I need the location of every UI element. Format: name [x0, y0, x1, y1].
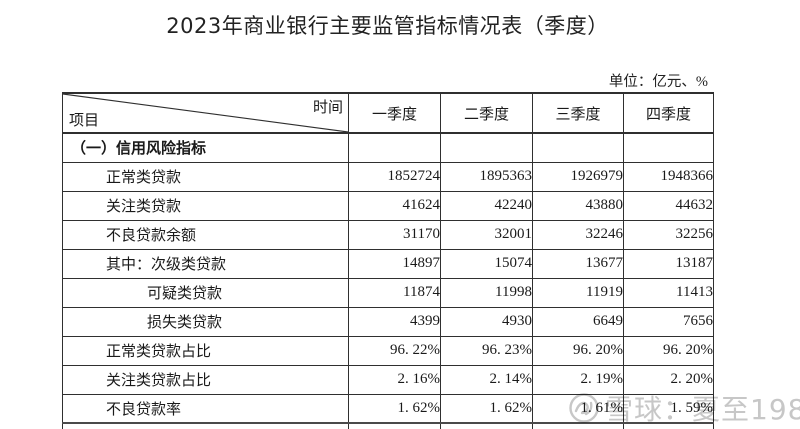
table-row: 不良贷款率 1. 62% 1. 62% 1. 61% 1. 59% [62, 393, 714, 424]
cell-value: 14897 [348, 248, 441, 279]
cell-value: 96. 20% [532, 335, 624, 366]
row-label: 正常类贷款占比 [62, 335, 349, 366]
cell-value [348, 132, 441, 163]
cell-value: 11998 [440, 277, 533, 308]
cell-value: 13187 [623, 248, 714, 279]
cell-value: 1. 62% [440, 393, 533, 424]
cell-value: 15074 [440, 248, 533, 279]
cell-value: 32256 [623, 219, 714, 250]
corner-cell: 时间 项目 [62, 92, 349, 134]
cell-value: 1948366 [623, 161, 714, 192]
cell-value [348, 422, 441, 429]
section-row: （一）信用风险指标 [62, 132, 714, 163]
cell-value: 41624 [348, 190, 441, 221]
cell-value: 13677 [532, 248, 624, 279]
cell-value: 11413 [623, 277, 714, 308]
quarter-header-row: 时间 项目 一季度 二季度 三季度 四季度 [62, 92, 714, 134]
cell-value: 1. 62% [348, 393, 441, 424]
cell-value [532, 422, 624, 429]
cell-value: 1852724 [348, 161, 441, 192]
row-label: 关注类贷款占比 [62, 364, 349, 395]
cell-value: 32246 [532, 219, 624, 250]
cell-value: 2. 14% [440, 364, 533, 395]
table-row: 损失类贷款 4399 4930 6649 7656 [62, 306, 714, 337]
cell-value: 2. 20% [623, 364, 714, 395]
cell-value: 1. 59% [623, 393, 714, 424]
row-label: （一）信用风险指标 [62, 132, 349, 163]
page-title: 2023年商业银行主要监管指标情况表（季度） [166, 14, 609, 38]
cell-value: 43880 [532, 190, 624, 221]
unit-note: 单位：亿元、% [608, 74, 708, 90]
cell-value: 96. 20% [623, 335, 714, 366]
cell-value: 44632 [623, 190, 714, 221]
table-row: 关注类贷款 41624 42240 43880 44632 [62, 190, 714, 221]
row-label: 关注类贷款 [62, 190, 349, 221]
table-row: 可疑类贷款 11874 11998 11919 11413 [62, 277, 714, 308]
row-label: 不良贷款余额 [62, 219, 349, 250]
indicators-table: 时间 项目 一季度 二季度 三季度 四季度 （一）信用风险指标 正常类贷款 1852724… [62, 92, 714, 429]
cell-value: 7656 [623, 306, 714, 337]
corner-time-label: 时间 [312, 100, 343, 116]
cell-value: 11919 [532, 277, 624, 308]
cell-value: 6649 [532, 306, 624, 337]
row-label: 正常类贷款 [62, 161, 349, 192]
table-row: 其中：次级类贷款 14897 15074 13677 13187 [62, 248, 714, 279]
cell-value: 4930 [440, 306, 533, 337]
cell-value [440, 132, 533, 163]
cell-value: 32001 [440, 219, 533, 250]
table-row: 关注类贷款占比 2. 16% 2. 14% 2. 19% 2. 20% [62, 364, 714, 395]
table-row: 正常类贷款占比 96. 22% 96. 23% 96. 20% 96. 20% [62, 335, 714, 366]
cell-value: 1926979 [532, 161, 624, 192]
row-label: 损失类贷款 [62, 306, 349, 337]
cell-value [440, 422, 533, 429]
diagonal-divider [63, 94, 345, 131]
table-body: （一）信用风险指标 正常类贷款 1852724 1895363 1926979 19483… [62, 132, 714, 429]
row-label [62, 422, 349, 429]
cell-value: 31170 [348, 219, 441, 250]
table-row: 正常类贷款 1852724 1895363 1926979 1948366 [62, 161, 714, 192]
cell-value [532, 132, 624, 163]
cell-value: 96. 23% [440, 335, 533, 366]
cell-value: 2. 16% [348, 364, 441, 395]
table-row: 不良贷款余额 31170 32001 32246 32256 [62, 219, 714, 250]
column-header-q1: 一季度 [348, 92, 441, 134]
row-label: 不良贷款率 [62, 393, 349, 424]
cell-value: 11874 [348, 277, 441, 308]
cell-value: 1. 61% [532, 393, 624, 424]
corner-item-label: 项目 [69, 113, 100, 129]
column-header-q4: 四季度 [623, 92, 714, 134]
cell-value: 4399 [348, 306, 441, 337]
row-label: 可疑类贷款 [62, 277, 349, 308]
column-header-q2: 二季度 [440, 92, 533, 134]
cell-value: 96. 22% [348, 335, 441, 366]
cell-value: 1895363 [440, 161, 533, 192]
cell-value: 42240 [440, 190, 533, 221]
row-label: 其中：次级类贷款 [62, 248, 349, 279]
cell-value [623, 132, 714, 163]
cell-value: 2. 19% [532, 364, 624, 395]
partial-clipped-row [62, 422, 714, 429]
column-header-q3: 三季度 [532, 92, 624, 134]
cell-value [623, 422, 714, 429]
